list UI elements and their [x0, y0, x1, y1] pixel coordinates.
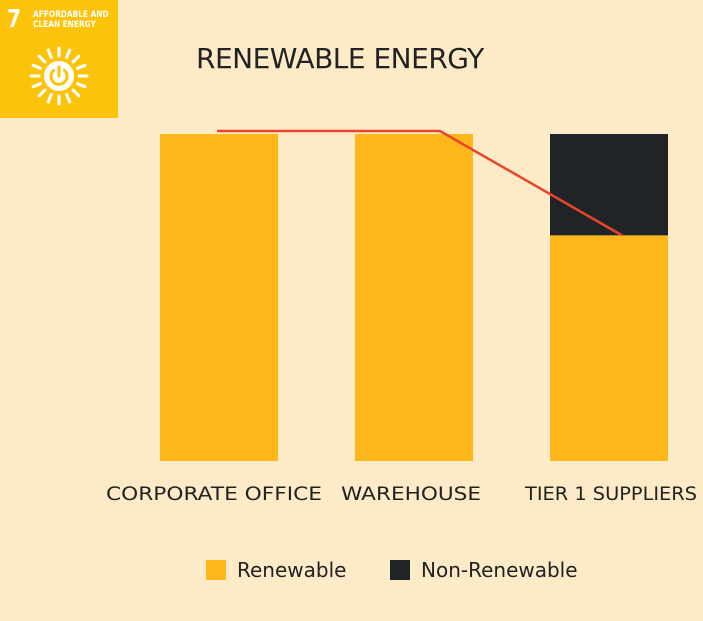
- category-label-1: CORPORATE OFFICE: [106, 483, 322, 505]
- legend-item-renewable: Renewable: [206, 556, 346, 584]
- bar-renewable-1: [160, 134, 278, 461]
- legend-label-non-renewable: Non-Renewable: [421, 558, 578, 582]
- sdg-number: 7: [7, 4, 21, 33]
- trend-line: [217, 129, 623, 237]
- chart-title: RENEWABLE ENERGY: [196, 42, 484, 75]
- category-label-3: TIER 1 SUPPLIERS: [524, 483, 697, 505]
- legend-swatch-renewable: [206, 560, 226, 580]
- bar-non-renewable-3: [550, 134, 668, 236]
- category-label-2: WAREHOUSE: [341, 483, 481, 505]
- legend-item-non-renewable: Non-Renewable: [390, 556, 578, 584]
- sdg-7-badge: 7 AFFORDABLE AND CLEAN ENERGY: [0, 0, 118, 118]
- bar-renewable-2: [355, 134, 473, 461]
- bar-renewable-3: [550, 235, 668, 461]
- legend-swatch-non-renewable: [390, 560, 410, 580]
- sdg-goal-name-line1: AFFORDABLE AND: [33, 10, 109, 20]
- sun-power-icon: [29, 46, 89, 106]
- sdg-goal-name-line2: CLEAN ENERGY: [33, 20, 96, 30]
- sdg-goal-name: AFFORDABLE AND CLEAN ENERGY: [33, 10, 109, 30]
- legend-label-renewable: Renewable: [237, 558, 347, 582]
